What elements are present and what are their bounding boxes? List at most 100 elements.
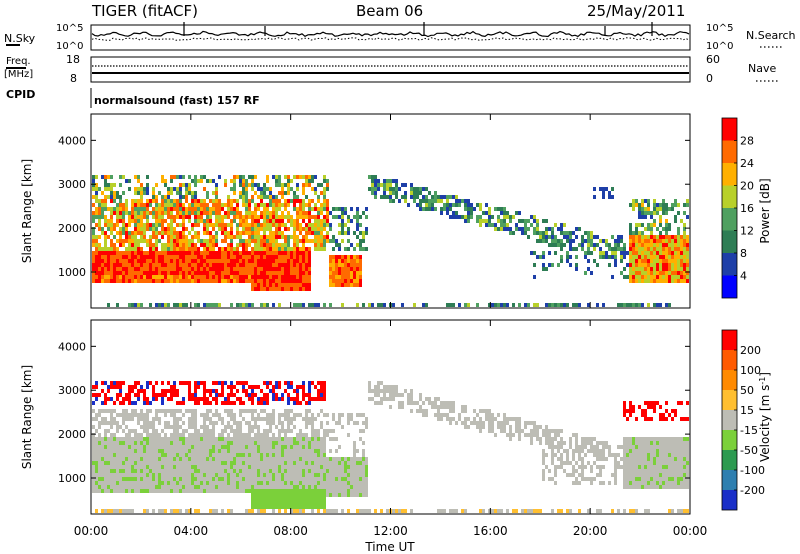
heatmap-cell <box>110 481 113 485</box>
heatmap-cell <box>215 215 218 219</box>
heatmap-cell <box>368 303 371 307</box>
heatmap-cell <box>113 279 116 283</box>
heatmap-cell <box>224 477 227 481</box>
heatmap-cell <box>371 179 374 183</box>
heatmap-cell <box>563 223 566 227</box>
heatmap-cell <box>275 477 278 481</box>
heatmap-cell <box>140 385 143 389</box>
heatmap-cell <box>260 279 263 283</box>
heatmap-cell <box>116 247 119 251</box>
heatmap-cell <box>353 215 356 219</box>
heatmap-cell <box>206 279 209 283</box>
heatmap-cell <box>188 457 191 461</box>
heatmap-cell <box>284 239 287 243</box>
heatmap-cell <box>191 437 194 441</box>
colorbar-swatch <box>722 275 737 298</box>
heatmap-cell <box>281 191 284 195</box>
heatmap-cell <box>254 287 257 291</box>
heatmap-cell <box>257 203 260 207</box>
heatmap-cell <box>161 199 164 203</box>
heatmap-cell <box>365 477 368 481</box>
heatmap-cell <box>308 211 311 215</box>
heatmap-cell <box>215 275 218 279</box>
heatmap-cell <box>122 429 125 433</box>
heatmap-cell <box>104 409 107 413</box>
heatmap-cell <box>251 235 254 239</box>
heatmap-cell <box>446 199 449 203</box>
heatmap-cell <box>299 505 302 509</box>
heatmap-cell <box>251 211 254 215</box>
heatmap-cell <box>443 413 446 417</box>
heatmap-cell <box>320 421 323 425</box>
heatmap-cell <box>239 255 242 259</box>
heatmap-cell <box>290 267 293 271</box>
heatmap-cell <box>203 413 206 417</box>
heatmap-cell <box>407 203 410 207</box>
heatmap-cell <box>194 509 197 513</box>
heatmap-cell <box>644 267 647 271</box>
heatmap-cell <box>299 465 302 469</box>
heatmap-cell <box>554 303 557 307</box>
heatmap-cell <box>104 187 107 191</box>
heatmap-cell <box>203 223 206 227</box>
heatmap-cell <box>212 223 215 227</box>
heatmap-cell <box>326 493 329 497</box>
heatmap-cell <box>293 481 296 485</box>
heatmap-cell <box>110 255 113 259</box>
heatmap-cell <box>266 175 269 179</box>
heatmap-cell <box>308 255 311 259</box>
heatmap-cell <box>233 279 236 283</box>
heatmap-cell <box>164 259 167 263</box>
heatmap-cell <box>230 259 233 263</box>
heatmap-cell <box>161 445 164 449</box>
freq-tick-low: 8 <box>70 72 77 85</box>
heatmap-cell <box>512 303 515 307</box>
heatmap-cell <box>281 469 284 473</box>
heatmap-cell <box>236 199 239 203</box>
heatmap-cell <box>275 195 278 199</box>
heatmap-cell <box>143 231 146 235</box>
heatmap-cell <box>611 187 614 191</box>
heatmap-cell <box>233 259 236 263</box>
heatmap-cell <box>119 457 122 461</box>
heatmap-cell <box>620 247 623 251</box>
heatmap-cell <box>488 207 491 211</box>
heatmap-cell <box>626 275 629 279</box>
heatmap-cell <box>284 413 287 417</box>
heatmap-cell <box>92 457 95 461</box>
heatmap-cell <box>185 247 188 251</box>
heatmap-cell <box>194 389 197 393</box>
heatmap-cell <box>101 409 104 413</box>
heatmap-cell <box>341 271 344 275</box>
heatmap-cell <box>125 263 128 267</box>
heatmap-cell <box>302 505 305 509</box>
heatmap-cell <box>311 449 314 453</box>
heatmap-cell <box>284 247 287 251</box>
heatmap-cell <box>635 279 638 283</box>
heatmap-cell <box>203 433 206 437</box>
heatmap-cell <box>284 469 287 473</box>
heatmap-cell <box>170 211 173 215</box>
heatmap-cell <box>122 465 125 469</box>
heatmap-cell <box>191 211 194 215</box>
heatmap-cell <box>362 461 365 465</box>
heatmap-cell <box>230 389 233 393</box>
heatmap-cell <box>131 235 134 239</box>
heatmap-cell <box>449 509 452 513</box>
heatmap-cell <box>341 215 344 219</box>
heatmap-cell <box>131 401 134 405</box>
heatmap-cell <box>140 223 143 227</box>
heatmap-cell <box>302 243 305 247</box>
heatmap-cell <box>101 477 104 481</box>
heatmap-cell <box>635 239 638 243</box>
heatmap-cell <box>284 279 287 283</box>
heatmap-cell <box>98 247 101 251</box>
heatmap-cell <box>92 243 95 247</box>
heatmap-cell <box>479 219 482 223</box>
heatmap-cell <box>320 243 323 247</box>
heatmap-cell <box>287 275 290 279</box>
heatmap-cell <box>644 263 647 267</box>
heatmap-cell <box>278 445 281 449</box>
heatmap-cell <box>329 457 332 461</box>
heatmap-cell <box>92 433 95 437</box>
